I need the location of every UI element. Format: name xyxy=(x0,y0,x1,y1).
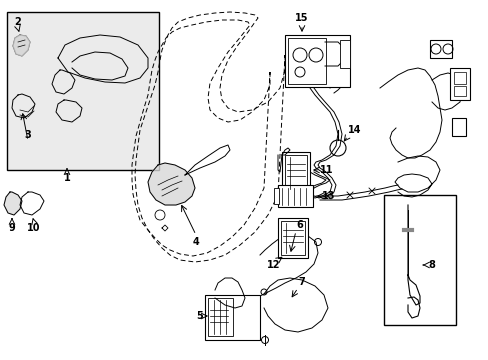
Bar xyxy=(451,118,465,136)
Bar xyxy=(429,40,451,58)
Bar xyxy=(282,152,309,194)
Text: 10: 10 xyxy=(27,223,41,233)
Bar xyxy=(273,188,279,204)
Text: 14: 14 xyxy=(347,125,361,135)
Bar xyxy=(285,35,349,87)
Text: 7: 7 xyxy=(298,277,305,287)
Bar xyxy=(453,86,465,96)
Bar xyxy=(383,195,455,325)
Bar xyxy=(278,185,312,207)
Bar xyxy=(287,38,325,84)
Bar xyxy=(278,218,307,258)
Text: 2: 2 xyxy=(15,17,21,27)
Bar xyxy=(449,68,469,100)
Text: 4: 4 xyxy=(192,237,199,247)
Bar xyxy=(204,295,260,340)
Text: 11: 11 xyxy=(319,165,333,175)
Text: 9: 9 xyxy=(9,223,15,233)
Bar xyxy=(207,298,232,336)
Bar xyxy=(285,155,306,191)
Text: 12: 12 xyxy=(267,260,280,270)
Text: 6: 6 xyxy=(296,220,303,230)
Polygon shape xyxy=(148,163,195,205)
Polygon shape xyxy=(4,192,22,215)
Bar xyxy=(281,221,305,255)
Text: 15: 15 xyxy=(295,13,308,23)
Text: 13: 13 xyxy=(321,191,335,201)
Bar xyxy=(453,72,465,84)
Text: 1: 1 xyxy=(63,173,70,183)
Polygon shape xyxy=(13,35,30,56)
Text: 8: 8 xyxy=(427,260,434,270)
Text: 3: 3 xyxy=(24,130,31,140)
Bar xyxy=(7,12,159,170)
Bar xyxy=(339,40,349,68)
Text: 5: 5 xyxy=(196,311,203,321)
